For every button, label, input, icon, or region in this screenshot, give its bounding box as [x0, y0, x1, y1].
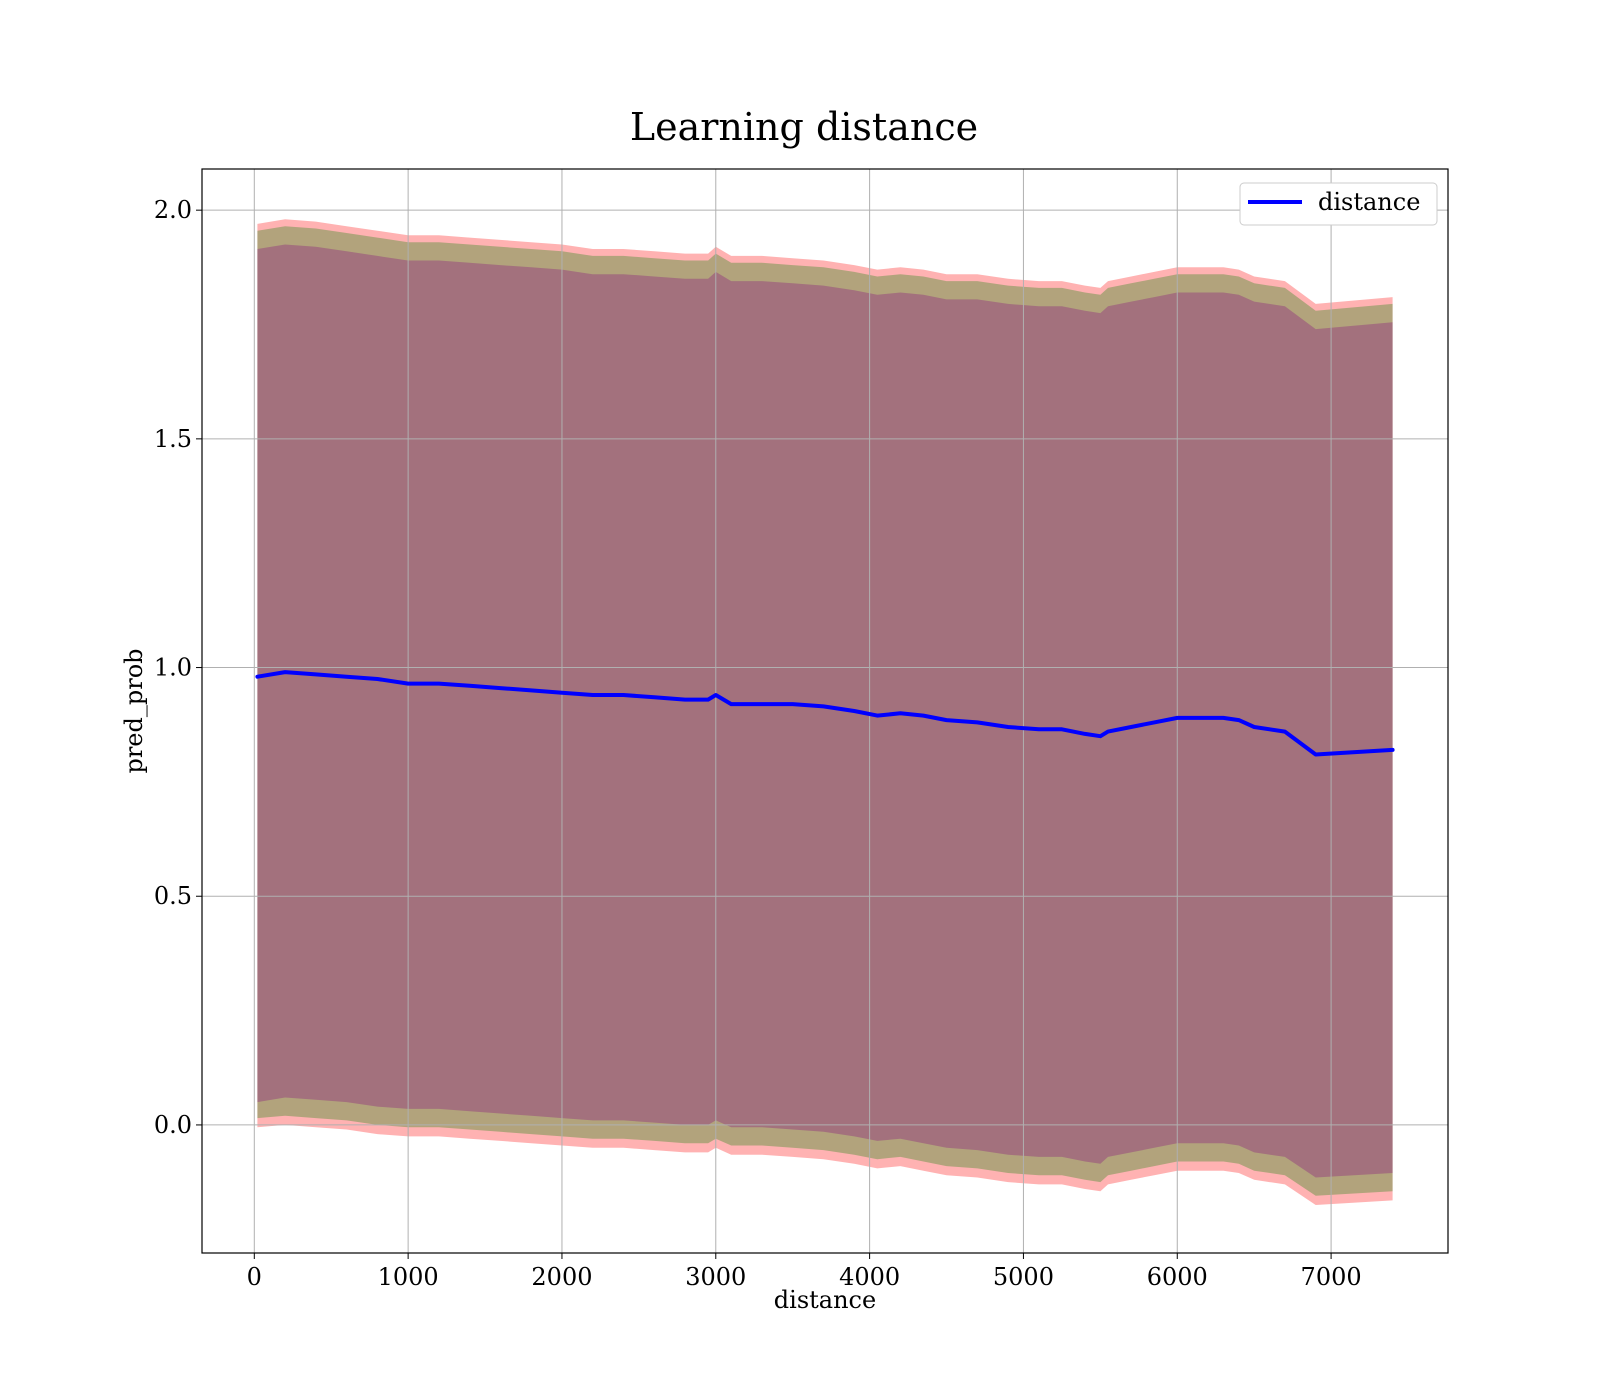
- x-tick-label: 5000: [993, 1263, 1054, 1291]
- legend: distance: [1239, 182, 1438, 226]
- x-tick-label: 3000: [685, 1263, 746, 1291]
- confidence-band-1: [257, 226, 1393, 1196]
- grid-layer: [202, 169, 1448, 1253]
- x-tick-label: 2000: [531, 1263, 592, 1291]
- y-tick-label: 1.5: [154, 425, 192, 453]
- series-layer: [255, 670, 1395, 757]
- x-tick-label: 1000: [378, 1263, 439, 1291]
- x-tick-label: 0: [247, 1263, 262, 1291]
- plot-frame: [201, 168, 1449, 1254]
- ticks-layer: 0 1000 2000 3000 4000 5000 6000 7000 0.0 0.5 1.0 1.…: [154, 196, 1362, 1291]
- series-line-0: [255, 670, 1395, 757]
- x-axis-label: distance: [774, 1286, 876, 1314]
- y-tick-label: 0.5: [154, 882, 192, 910]
- plot-area: [202, 169, 1448, 1253]
- legend-box: [1239, 182, 1438, 226]
- y-tick-label: 0.0: [154, 1111, 192, 1139]
- legend-label: distance: [1318, 188, 1420, 216]
- confidence-band-2: [257, 244, 1393, 1178]
- x-tick-label: 6000: [1147, 1263, 1208, 1291]
- x-tick-label: 4000: [839, 1263, 900, 1291]
- confidence-band-0: [257, 219, 1393, 1206]
- y-tick-label: 2.0: [154, 196, 192, 224]
- x-tick-label: 7000: [1301, 1263, 1362, 1291]
- y-axis-label: pred_prob: [120, 648, 148, 773]
- bands-layer: [257, 219, 1393, 1206]
- y-tick-label: 1.0: [154, 654, 192, 682]
- chart-title: Learning distance: [630, 105, 978, 149]
